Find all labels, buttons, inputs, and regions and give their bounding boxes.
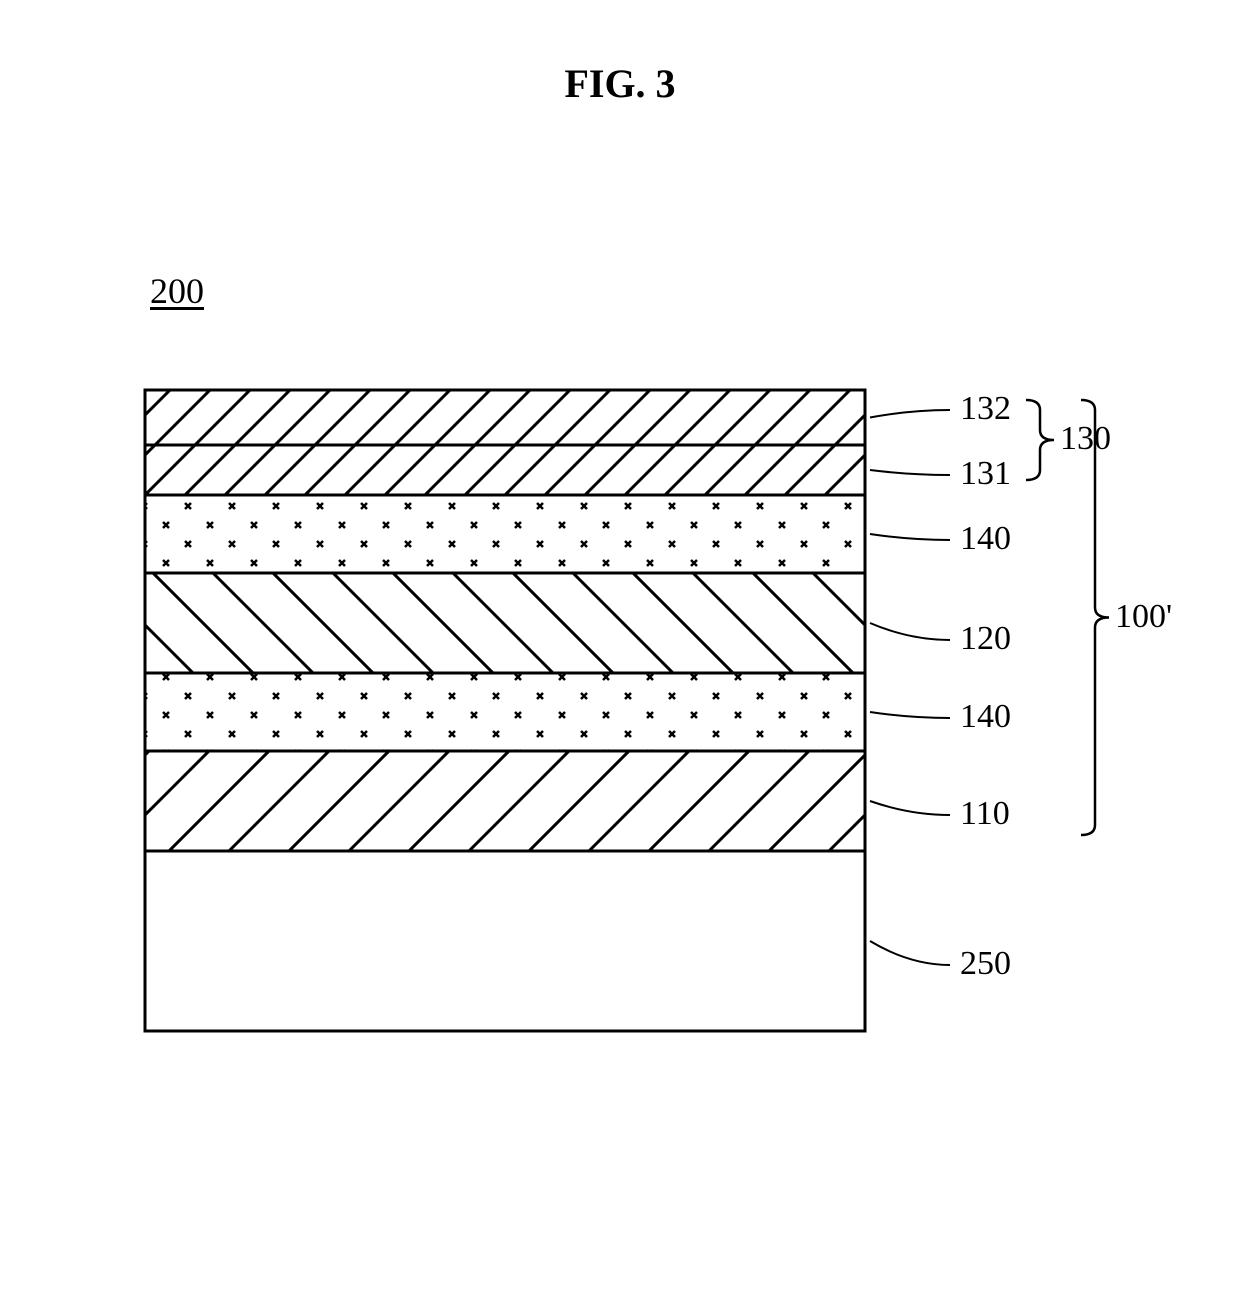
layer-label-250: 250 xyxy=(960,945,1011,983)
layer-label-120: 120 xyxy=(960,620,1011,658)
layer-diagram xyxy=(0,0,1240,1300)
group-label-100prime: 100' xyxy=(1115,598,1172,636)
layer-label-140a: 140 xyxy=(960,520,1011,558)
layer-label-140b: 140 xyxy=(960,698,1011,736)
layer-label-110: 110 xyxy=(960,795,1010,833)
group-label-130: 130 xyxy=(1060,420,1111,458)
layer-label-132: 132 xyxy=(960,390,1011,428)
layer-label-131: 131 xyxy=(960,455,1011,493)
